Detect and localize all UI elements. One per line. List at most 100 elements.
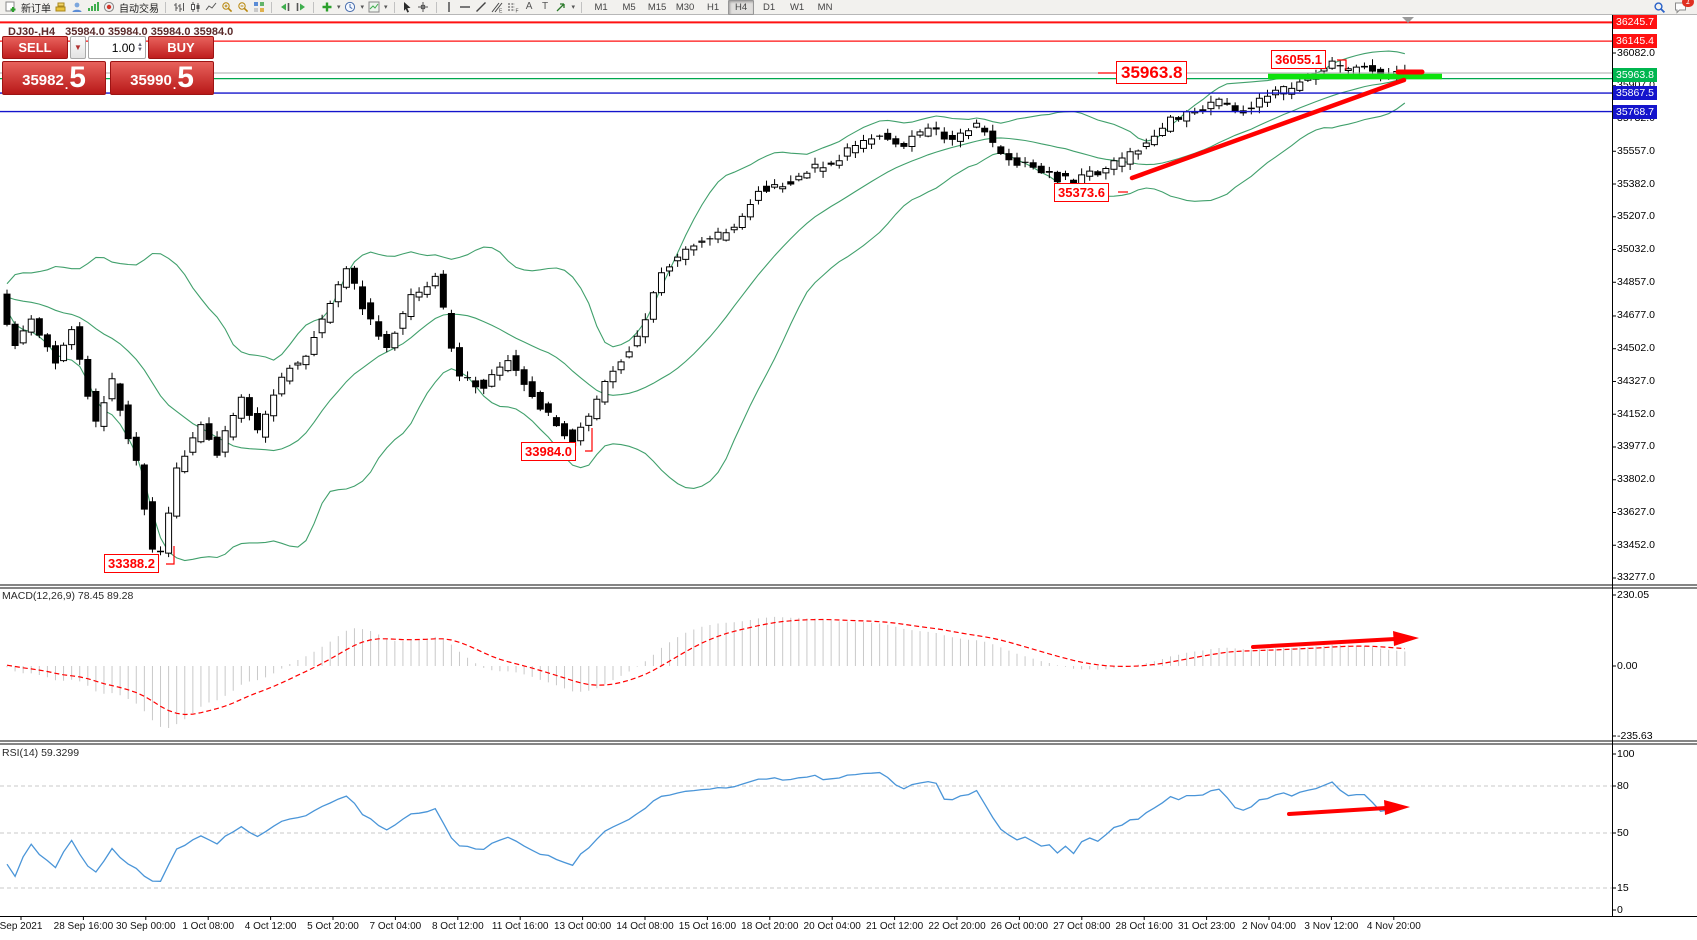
ohlc-values-label: 35984.0 35984.0 35984.0 35984.0: [65, 26, 234, 38]
trendline-tool-icon[interactable]: [475, 1, 488, 14]
toolbar-separator: [271, 1, 272, 13]
symbol-period-label: DJ30-,H4: [8, 26, 56, 38]
vertical-line-tool-icon[interactable]: [443, 1, 456, 14]
shapes-caret-icon[interactable]: ▾: [571, 4, 576, 11]
buy-price-pip: 5: [177, 61, 194, 94]
macd-panel: [6, 616, 1406, 728]
toolbar-right-group: 1: [1653, 0, 1694, 14]
shapes-tool-icon[interactable]: [555, 1, 568, 14]
toolbar-separator: [313, 1, 314, 13]
toolbar-separator: [435, 1, 437, 13]
signals-icon[interactable]: [86, 1, 99, 14]
price-panel: [3, 50, 1409, 562]
fibonacci-tool-icon[interactable]: F: [507, 1, 520, 14]
bar-chart-type-icon[interactable]: [172, 1, 185, 14]
macd-signal-line: [6, 618, 1405, 716]
bear-candle-bodies: [3, 65, 1385, 550]
volume-up-icon[interactable]: ▲: [137, 41, 143, 48]
period-clock-icon[interactable]: [344, 1, 357, 14]
community-icon[interactable]: [70, 1, 83, 14]
rsi-red-arrow: [1287, 806, 1388, 816]
volume-stepper[interactable]: ▲ ▼: [137, 41, 143, 53]
auto-trading-button[interactable]: 自动交易: [119, 3, 159, 15]
rsi-indicator-label: RSI(14) 59.3299: [2, 747, 80, 759]
template-icon[interactable]: [367, 1, 380, 14]
timeframe-m1-button[interactable]: M1: [594, 1, 608, 13]
chart-shift-marker: [1402, 17, 1414, 23]
search-icon[interactable]: [1653, 1, 1666, 14]
buy-button[interactable]: BUY: [148, 36, 214, 59]
macd-red-arrow: [1251, 637, 1397, 649]
toolbar-separator: [393, 1, 395, 13]
sell-button[interactable]: SELL: [2, 36, 68, 59]
auto-trading-icon[interactable]: [102, 1, 115, 14]
zoom-in-icon[interactable]: [220, 1, 233, 14]
period-caret-icon[interactable]: ▾: [360, 4, 365, 11]
market-gold-icon[interactable]: [54, 1, 67, 14]
chart-shift-icon[interactable]: [294, 1, 307, 14]
timeframe-h1-button[interactable]: H1: [706, 1, 720, 13]
add-indicator-icon[interactable]: [320, 1, 333, 14]
timeframe-mn-button[interactable]: MN: [817, 1, 833, 13]
new-order-icon[interactable]: [4, 1, 17, 14]
bollinger-middle-band: [6, 77, 1405, 452]
annotation-connector: [585, 428, 593, 452]
rsi-line: [6, 771, 1405, 882]
timeframe-w1-button[interactable]: W1: [789, 1, 805, 13]
candle-wicks: [6, 57, 1406, 558]
timeframe-group: M1 M5 M15 M30 H1 H4 D1 W1 MN: [588, 0, 838, 15]
decimal-point: .: [172, 78, 177, 92]
annotation-connector: [166, 546, 175, 565]
text-tool-icon[interactable]: A: [525, 1, 533, 12]
toolbar-separator: [165, 1, 166, 13]
chart-ohlc-header: DJ30-,H4 35984.0 35984.0 35984.0 35984.0: [8, 26, 233, 38]
volume-dropdown-button[interactable]: ▼: [70, 36, 86, 59]
notifications-icon[interactable]: 1: [1674, 0, 1694, 14]
volume-down-icon[interactable]: ▼: [137, 46, 143, 53]
template-caret-icon[interactable]: ▾: [384, 4, 388, 11]
channel-tool-icon[interactable]: E: [491, 1, 504, 14]
one-click-trading-panel: SELL ▼ 1.00 ▲ ▼ BUY 35982. 5 35990. 5: [2, 36, 214, 95]
annotation-connector: [1337, 59, 1347, 70]
sell-price-main: 35982: [22, 72, 64, 89]
notification-count-badge: 1: [1682, 0, 1694, 7]
line-chart-type-icon[interactable]: [204, 1, 217, 14]
zoom-out-icon[interactable]: [236, 1, 249, 14]
decimal-point: .: [64, 78, 69, 92]
auto-scroll-icon[interactable]: [278, 1, 291, 14]
bollinger-lower-band: [6, 102, 1406, 562]
rsi-red-arrowhead: [1384, 800, 1410, 815]
rsi-panel: [0, 771, 1612, 889]
macd-histogram: [6, 616, 1406, 728]
timeframe-m30-button[interactable]: M30: [675, 1, 695, 13]
sell-price-display[interactable]: 35982. 5: [2, 61, 106, 95]
timeframe-m5-button[interactable]: M5: [622, 1, 636, 13]
macd-indicator-label: MACD(12,26,9) 78.45 89.28: [2, 590, 134, 602]
timeframe-m15-button[interactable]: M15: [647, 1, 667, 13]
bull-candle-bodies: [19, 60, 1409, 554]
crosshair-icon[interactable]: [417, 1, 430, 14]
volume-input[interactable]: 1.00 ▲ ▼: [88, 36, 146, 59]
label-tool-icon[interactable]: T: [541, 1, 549, 12]
cursor-icon[interactable]: [401, 1, 414, 14]
sell-price-pip: 5: [69, 61, 86, 94]
add-indicator-caret-icon[interactable]: ▾: [337, 4, 341, 11]
new-order-button[interactable]: 新订单: [21, 3, 51, 15]
tile-windows-icon[interactable]: [252, 1, 265, 14]
svg-text:E: E: [499, 9, 503, 14]
toolbar: 新订单 自动交易: [0, 0, 1697, 15]
buy-price-display[interactable]: 35990. 5: [110, 61, 214, 95]
volume-value: 1.00: [111, 40, 136, 55]
timeframe-d1-button[interactable]: D1: [762, 1, 776, 13]
bollinger-upper-band: [6, 50, 1405, 361]
caret-down-icon: ▼: [74, 43, 82, 52]
svg-text:F: F: [516, 9, 519, 14]
candle-chart-type-icon[interactable]: [188, 1, 201, 14]
timeframe-h4-button[interactable]: H4: [728, 0, 755, 15]
red-trendline: [1129, 77, 1407, 181]
horizontal-line-tool-icon[interactable]: [459, 1, 472, 14]
toolbar-separator: [581, 1, 583, 13]
macd-red-arrowhead: [1393, 631, 1419, 646]
